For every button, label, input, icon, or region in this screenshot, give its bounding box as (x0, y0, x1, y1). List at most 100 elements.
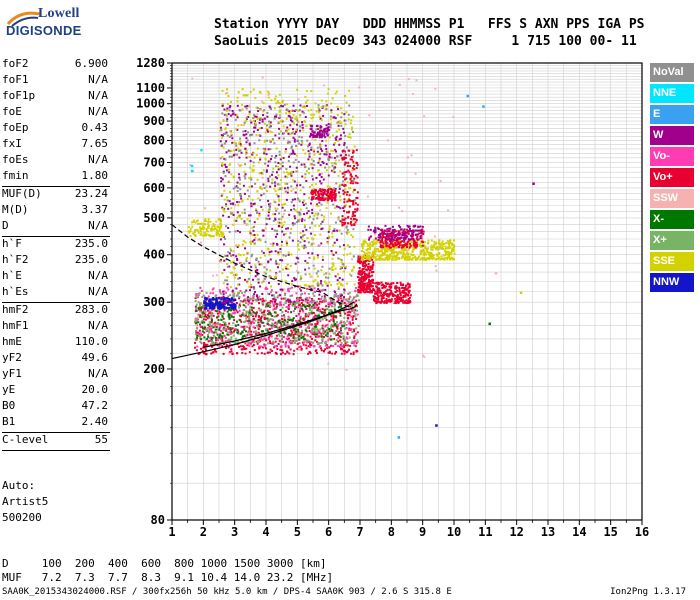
echo-point (264, 343, 267, 346)
echo-point (250, 176, 253, 179)
echo-point (275, 325, 278, 328)
echo-point (366, 269, 369, 272)
echo-point (296, 123, 299, 126)
echo-point (227, 207, 230, 210)
echo-point (292, 339, 295, 342)
echo-point (242, 313, 245, 316)
echo-point (320, 99, 323, 102)
echo-point (248, 285, 251, 288)
echo-point (320, 118, 323, 121)
echo-point (266, 115, 269, 118)
echo-point (348, 245, 351, 248)
echo-point (254, 326, 257, 329)
echo-point (326, 237, 329, 240)
echo-point (402, 253, 405, 256)
echo-point (244, 153, 247, 156)
echo-point (227, 309, 230, 312)
echo-point (268, 340, 271, 343)
echo-point (239, 319, 242, 322)
echo-point (333, 116, 336, 119)
echo-point (208, 328, 211, 331)
echo-point (354, 290, 357, 293)
echo-point (251, 345, 254, 348)
echo-point (219, 334, 222, 337)
echo-point (361, 247, 364, 250)
echo-point (345, 282, 348, 285)
echo-point (328, 338, 331, 341)
echo-point (262, 110, 265, 113)
echo-point (223, 327, 226, 330)
echo-point (351, 299, 354, 302)
echo-point (231, 113, 234, 116)
echo-point (231, 291, 234, 294)
echo-point (223, 309, 226, 312)
echo-point (287, 251, 290, 254)
echo-point (372, 243, 375, 246)
echo-point (210, 340, 213, 343)
echo-point (412, 231, 415, 234)
echo-point (267, 164, 270, 167)
echo-point (341, 278, 344, 281)
echo-point (321, 194, 324, 197)
echo-point (337, 218, 340, 221)
echo-point (201, 304, 204, 307)
echo-point (245, 119, 248, 122)
echo-point (303, 224, 306, 227)
echo-point (260, 172, 263, 175)
echo-point (199, 314, 202, 317)
parameter-row: C-level 55 (2, 432, 108, 448)
echo-point (363, 260, 366, 263)
echo-point (334, 341, 337, 344)
parameter-name: foF1 (2, 73, 29, 86)
echo-point (251, 298, 254, 301)
echo-point (309, 215, 312, 218)
echo-point (248, 301, 251, 304)
echo-point (205, 291, 208, 294)
echo-point (353, 330, 356, 333)
echo-point (261, 187, 264, 190)
echo-point (386, 228, 389, 231)
echo-point (308, 308, 311, 311)
echo-point (251, 170, 254, 173)
echo-point (424, 245, 427, 248)
echo-point (385, 290, 388, 293)
echo-point (320, 289, 323, 292)
echo-point (340, 111, 343, 114)
echo-point (345, 111, 348, 114)
echo-point (368, 244, 371, 247)
echo-point (234, 328, 237, 331)
echo-point (277, 203, 280, 206)
echo-point (208, 321, 211, 324)
echo-point (215, 298, 218, 301)
echo-point (284, 297, 287, 300)
echo-point (390, 291, 393, 294)
echo-point (305, 125, 308, 128)
echo-point (340, 121, 343, 124)
echo-point (306, 321, 309, 324)
echo-point (318, 159, 321, 162)
echo-point (373, 239, 376, 242)
echo-point (285, 267, 288, 270)
echo-point (397, 250, 400, 253)
echo-point (402, 291, 405, 294)
echo-point (297, 336, 300, 339)
echo-point (308, 155, 311, 158)
echo-point (366, 282, 369, 285)
echo-point (312, 160, 315, 163)
echo-point (343, 316, 346, 319)
echo-point (241, 243, 244, 246)
echo-point (327, 302, 330, 305)
echo-point (328, 267, 331, 270)
echo-point (313, 256, 316, 259)
echo-point (232, 187, 235, 190)
echo-point (298, 345, 301, 348)
echo-point (298, 338, 301, 341)
echo-point (316, 340, 319, 343)
echo-point (374, 252, 377, 255)
echo-point (344, 342, 347, 345)
echo-point (321, 255, 324, 258)
echo-point (351, 304, 354, 307)
echo-point (249, 166, 252, 169)
echo-point (282, 303, 285, 306)
echo-point (348, 328, 351, 331)
